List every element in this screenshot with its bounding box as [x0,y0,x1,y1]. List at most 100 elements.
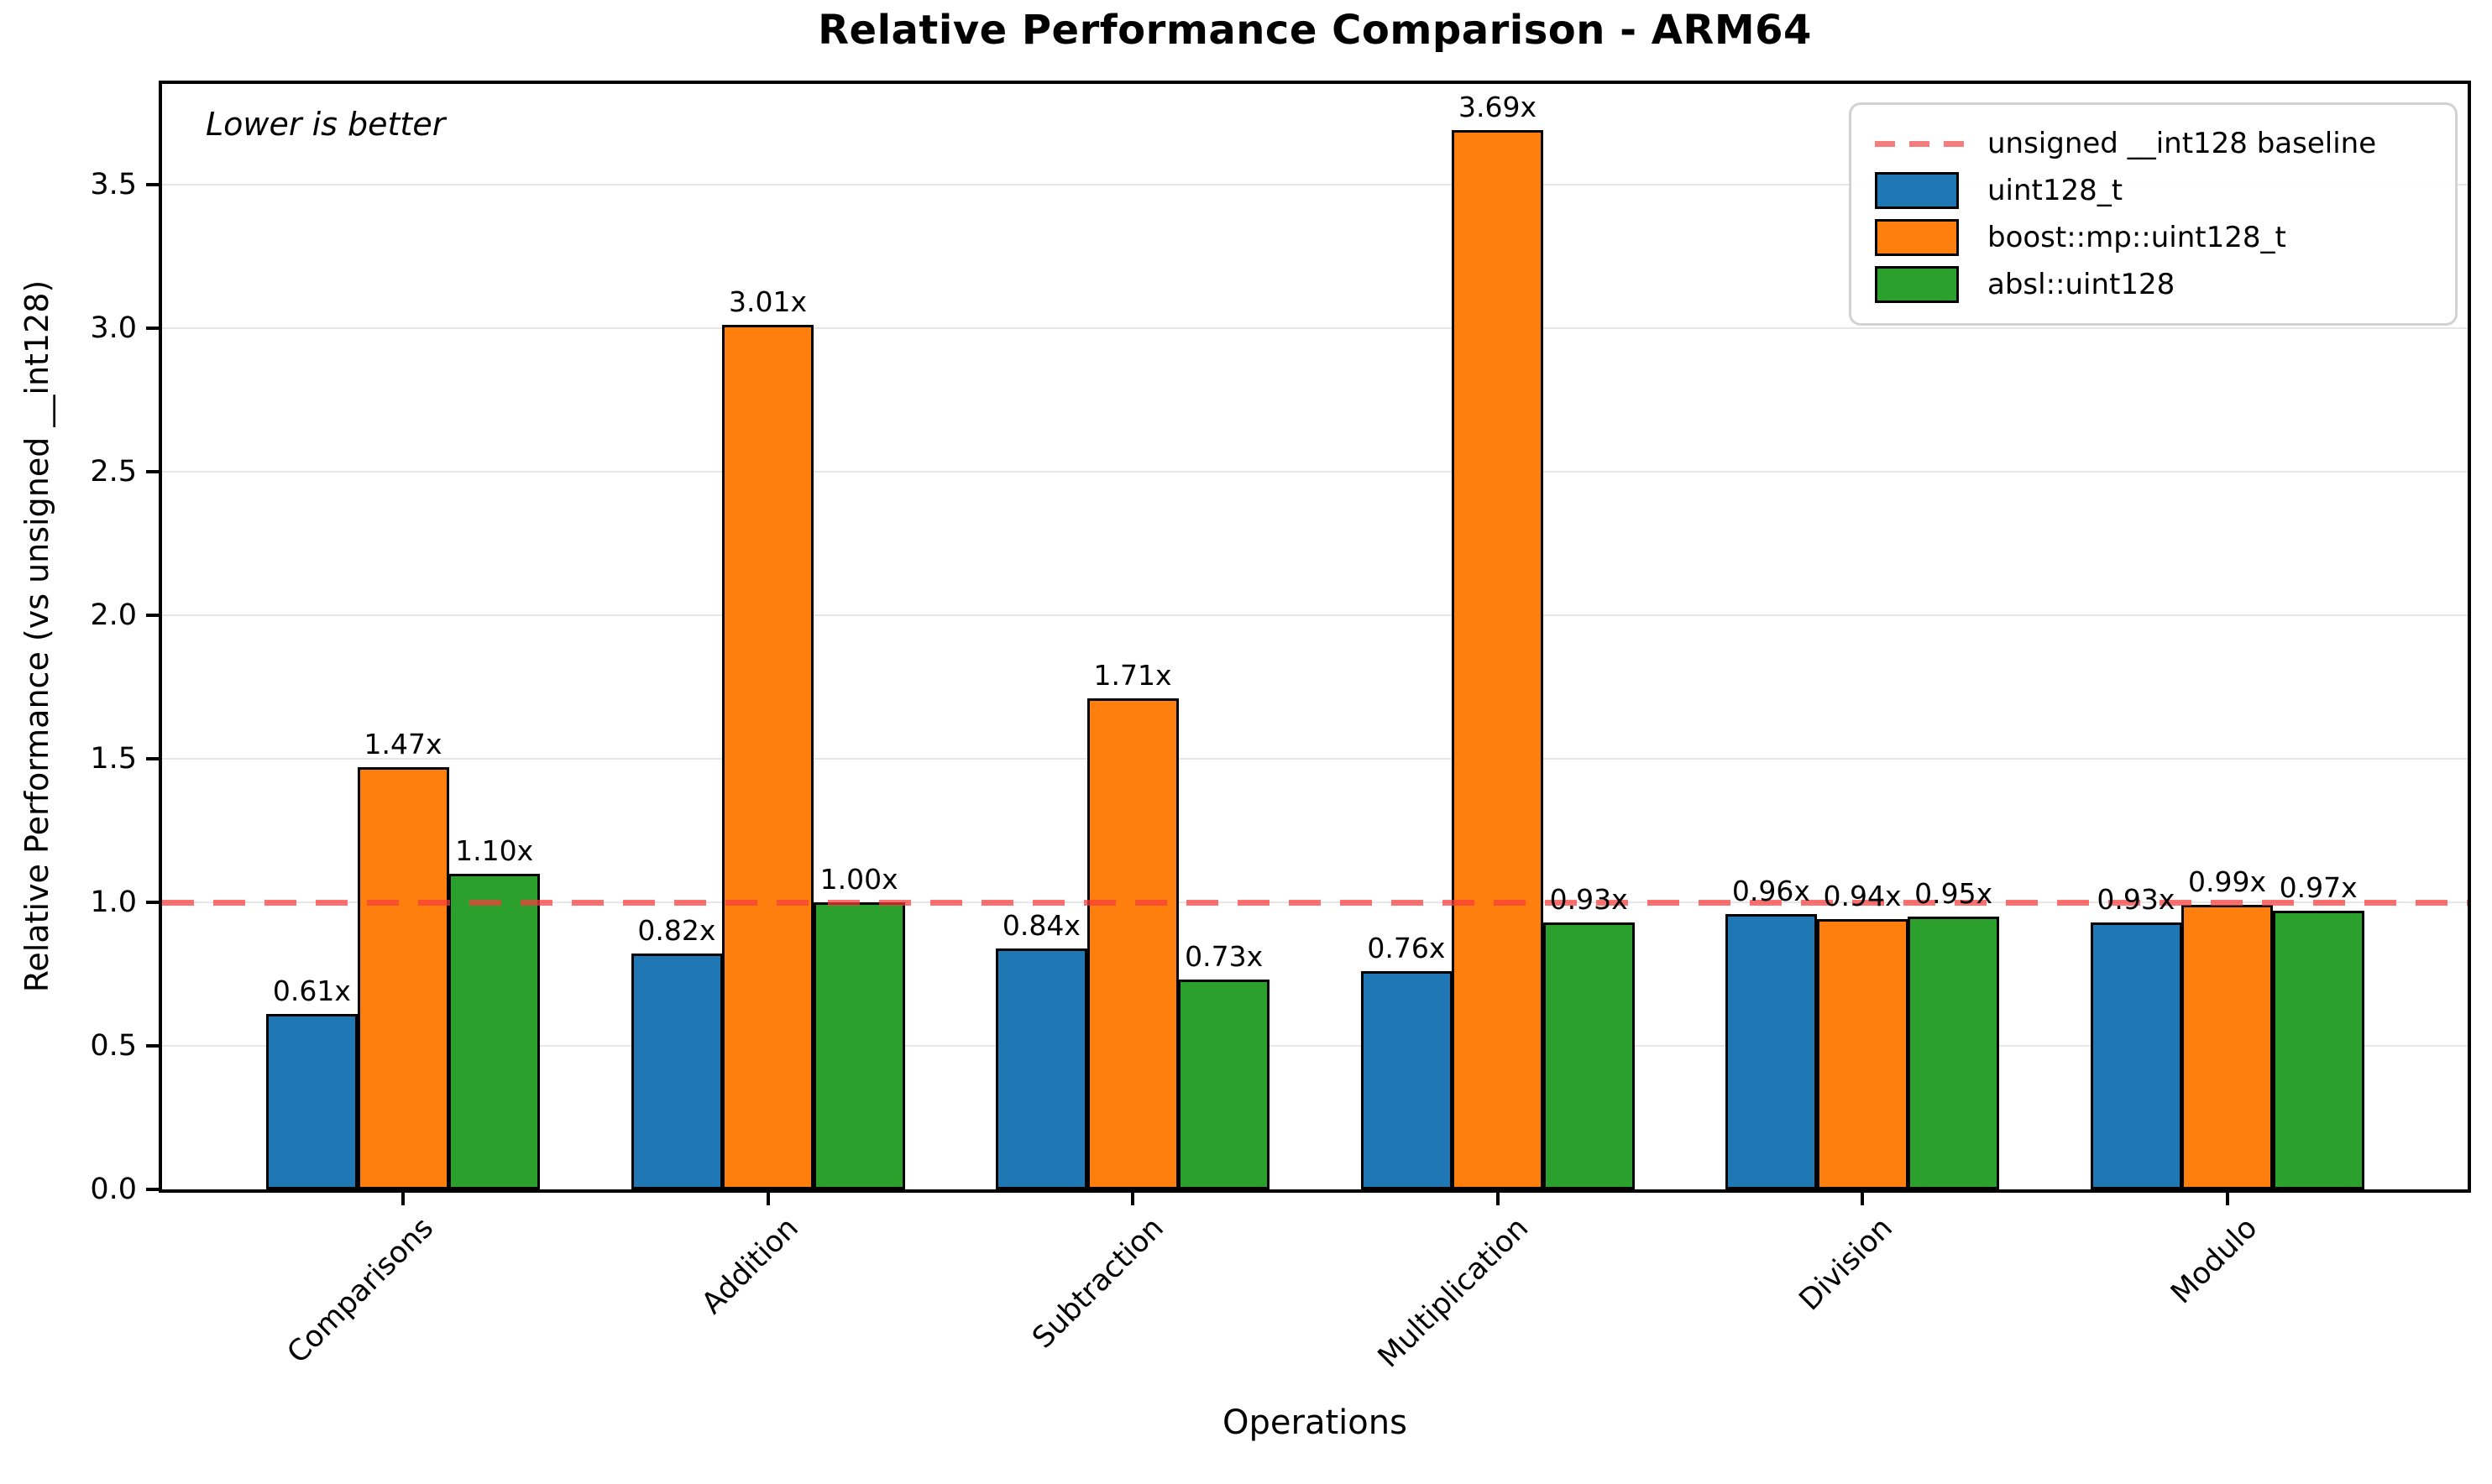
x-tick-label-subtraction: Subtraction [1025,1211,1170,1356]
bar-uint128-t-subtraction [996,948,1087,1189]
y-tick-label-1.5: 1.5 [90,741,137,776]
bar-uint128-t-comparisons [266,1014,358,1189]
bar-uint128-t-division [1725,914,1817,1189]
y-tick-2 [146,613,159,617]
y-tick-2.5 [146,469,159,473]
annotation-lower-is-better: Lower is better [206,106,446,143]
x-tick-division [1861,1193,1864,1205]
bar-value-absl-uint128-subtraction: 0.73x [1185,940,1264,973]
bar-boost-mp-uint128-t-comparisons [358,767,449,1189]
legend-item-boost-mp-uint128-t: boost::mp::uint128_t [1875,214,2432,261]
gridline-y-2 [162,614,2468,616]
legend-handle-patch [1875,172,1964,209]
bar-value-uint128-t-multiplication: 0.76x [1367,932,1446,964]
bar-uint128-t-multiplication [1361,971,1453,1189]
bar-uint128-t-addition [631,954,723,1189]
bar-value-uint128-t-division: 0.96x [1731,875,1810,907]
y-tick-label-3: 3.0 [90,311,137,345]
bar-value-boost-mp-uint128-t-division: 0.94x [1823,880,1902,912]
bar-absl-uint128-subtraction [1178,980,1270,1189]
legend-color-swatch-absl-uint128 [1875,266,1959,303]
gridline-y-3.5 [162,183,2468,186]
x-tick-label-wrap-division: Division [1355,1211,1899,1317]
x-tick-addition [766,1193,770,1205]
bar-absl-uint128-modulo [2273,911,2364,1189]
legend-handle-patch [1875,219,1964,256]
bar-uint128-t-modulo [2091,922,2182,1189]
bar-value-boost-mp-uint128-t-subtraction: 1.71x [1093,659,1172,692]
bar-value-absl-uint128-modulo: 0.97x [2279,871,2358,904]
y-tick-0.5 [146,1043,159,1048]
y-tick-1.5 [146,756,159,760]
x-tick-label-wrap-subtraction: Subtraction [626,1211,1170,1355]
bar-value-absl-uint128-comparisons: 1.10x [455,834,534,867]
bar-boost-mp-uint128-t-multiplication [1452,130,1543,1189]
bar-value-absl-uint128-addition: 1.00x [819,863,898,896]
chart-title: Relative Performance Comparison - ARM64 [818,7,1812,54]
legend-label-absl-uint128: absl::uint128 [1987,268,2175,301]
y-tick-label-2.5: 2.5 [90,454,137,489]
legend-label-unsigned-int128-baseline: unsigned __int128 baseline [1987,127,2377,160]
x-tick-label-wrap-modulo: Modulo [1720,1211,2264,1310]
bar-boost-mp-uint128-t-division [1817,919,1908,1189]
plot-inner: 0.61x 0.82x 0.84x 0.76x 0.96x 0.93x 1.47x 3.01x… [162,84,2468,1189]
plot-area: 0.61x 0.82x 0.84x 0.76x 0.96x 0.93x 1.47x 3.01x… [159,81,2471,1193]
y-tick-label-3.5: 3.5 [90,167,137,201]
y-tick-3 [146,326,159,330]
bar-value-uint128-t-comparisons: 0.61x [272,975,351,1007]
bar-absl-uint128-comparisons [448,874,540,1189]
legend-item-uint128-t: uint128_t [1875,167,2432,214]
gridline-y-1.5 [162,757,2468,760]
bar-value-absl-uint128-division: 0.95x [1914,877,1993,910]
x-tick-label-addition: Addition [695,1211,805,1321]
bar-value-boost-mp-uint128-t-multiplication: 3.69x [1458,91,1537,123]
legend-handle-patch [1875,266,1964,303]
bar-value-boost-mp-uint128-t-modulo: 0.99x [2187,865,2267,898]
bar-value-uint128-t-modulo: 0.93x [2097,883,2175,916]
bar-boost-mp-uint128-t-modulo [2181,905,2273,1189]
bar-absl-uint128-division [1908,917,1999,1189]
x-tick-label-division: Division [1793,1211,1900,1318]
legend-label-boost-mp-uint128-t: boost::mp::uint128_t [1987,221,2286,254]
y-tick-label-0: 0.0 [90,1173,137,1206]
legend-item-absl-uint128: absl::uint128 [1875,261,2432,308]
baseline-line [162,899,2468,906]
x-tick-comparisons [401,1193,405,1205]
y-axis-label: Relative Performance (vs unsigned __int1… [18,280,55,993]
y-tick-label-0.5: 0.5 [90,1028,137,1063]
bar-value-boost-mp-uint128-t-comparisons: 1.47x [364,728,442,760]
legend-item-unsigned-int128-baseline: unsigned __int128 baseline [1875,120,2432,167]
gridline-y-2.5 [162,470,2468,473]
bar-boost-mp-uint128-t-addition [722,325,814,1189]
y-tick-1 [146,900,159,904]
y-tick-label-1: 1.0 [90,885,137,919]
x-tick-subtraction [1131,1193,1134,1205]
legend-color-swatch-uint128-t [1875,172,1959,209]
gridline-y-3 [162,327,2468,329]
x-tick-label-wrap-multiplication: Multiplication [991,1211,1534,1374]
x-tick-label-wrap-comparisons: Comparisons [0,1211,440,1370]
legend-handle-line [1875,140,1964,147]
x-tick-modulo [2225,1193,2229,1205]
x-tick-label-multiplication: Multiplication [1371,1211,1535,1375]
x-axis-label: Operations [1222,1403,1407,1442]
y-tick-0 [146,1188,159,1191]
legend-color-swatch-boost-mp-uint128-t [1875,219,1959,256]
bar-value-uint128-t-addition: 0.82x [637,914,716,947]
legend-dashed-line-swatch [1875,140,1964,147]
bar-boost-mp-uint128-t-subtraction [1087,698,1179,1189]
y-tick-label-2: 2.0 [90,598,137,632]
legend-label-uint128-t: uint128_t [1987,174,2123,207]
x-tick-label-comparisons: Comparisons [280,1211,441,1371]
gridline-y-0.5 [162,1044,2468,1047]
bar-value-absl-uint128-multiplication: 0.93x [1549,883,1628,916]
x-tick-label-modulo: Modulo [2165,1211,2264,1311]
bar-value-uint128-t-subtraction: 0.84x [1002,909,1081,942]
bar-value-boost-mp-uint128-t-addition: 3.01x [728,285,808,318]
bar-absl-uint128-multiplication [1543,922,1635,1189]
y-tick-3.5 [146,182,159,186]
x-tick-label-wrap-addition: Addition [261,1211,804,1320]
x-tick-multiplication [1495,1193,1500,1205]
